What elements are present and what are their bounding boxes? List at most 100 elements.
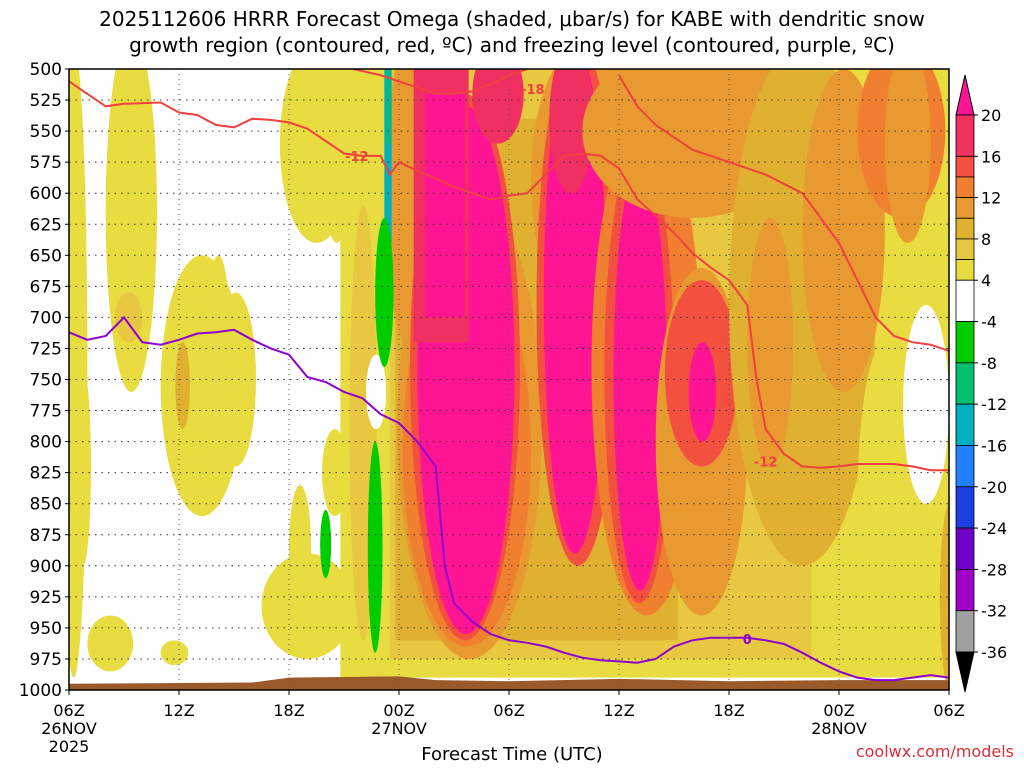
omega-cell xyxy=(261,553,354,659)
y-tick-label: 950 xyxy=(30,619,62,639)
y-tick-label: 650 xyxy=(30,246,62,266)
colorbar-bin xyxy=(955,238,975,260)
isotherm-label: -12 xyxy=(345,150,369,165)
x-tick-date-label: 28NOV xyxy=(811,719,867,738)
dgz-isotherm-line xyxy=(352,69,528,95)
y-tick-label: 875 xyxy=(30,526,62,546)
colorbar-bin xyxy=(955,176,975,199)
y-tick-label: 800 xyxy=(30,433,62,453)
colorbar-tick-label: -36 xyxy=(981,643,1007,662)
colorbar-bin xyxy=(955,527,975,570)
y-tick-label: 825 xyxy=(30,464,62,484)
colorbar-bin xyxy=(955,568,975,612)
isotherm-label: -12 xyxy=(754,455,778,470)
dgz-isotherm-line xyxy=(618,74,949,352)
colorbar-tick-label: -12 xyxy=(981,395,1007,414)
axes: 500 525 550 575 600 625 650 675 700 725 750 775 800 8… xyxy=(19,60,965,756)
y-tick-label: 900 xyxy=(30,557,62,577)
y-tick-label: 775 xyxy=(30,402,62,422)
colorbar-bin xyxy=(955,651,975,693)
y-tick-label: 550 xyxy=(30,122,62,142)
y-tick-label: 925 xyxy=(30,588,62,608)
chart-title-line-1: 2025112606 HRRR Forecast Omega (shaded, … xyxy=(99,7,925,31)
colorbar-tick-label: -4 xyxy=(981,313,997,332)
y-tick-label: 725 xyxy=(30,339,62,359)
omega-cell xyxy=(87,615,134,672)
omega-cell xyxy=(160,640,189,666)
colorbar-bin xyxy=(955,114,975,157)
colorbar-bin xyxy=(955,279,975,322)
colorbar-tick-label: -32 xyxy=(981,602,1007,621)
freezing-level-line xyxy=(69,315,949,682)
omega-cell xyxy=(747,218,794,467)
y-tick-label: 700 xyxy=(30,308,62,328)
x-tick-label: 12Z xyxy=(603,701,634,720)
omega-cell xyxy=(884,69,931,243)
omega-cell xyxy=(384,69,392,243)
y-tick-label: 675 xyxy=(30,277,62,297)
colorbar-bin xyxy=(955,259,975,281)
x-tick-label: 06Z xyxy=(53,701,84,720)
omega-cell xyxy=(549,69,594,194)
colorbar-bin xyxy=(955,197,975,219)
omega-cell xyxy=(69,69,88,678)
isotherm-label: -18 xyxy=(521,83,545,98)
freezing-level-label: 0 xyxy=(743,633,752,648)
omega-cell xyxy=(857,342,913,666)
colorbar-bin xyxy=(955,445,975,488)
y-tick-label: 750 xyxy=(30,371,62,391)
colorbar-bin xyxy=(955,486,975,529)
x-tick-date-label: 26NOV xyxy=(41,719,97,738)
colorbar-bin xyxy=(955,217,975,240)
y-tick-label: 525 xyxy=(30,91,62,111)
colorbar-tick-label: 12 xyxy=(981,189,1001,208)
colorbar-tick-label: 16 xyxy=(981,147,1001,166)
omega-cell xyxy=(175,342,191,430)
x-tick-label: 18Z xyxy=(273,701,304,720)
colorbar-tick-label: 20 xyxy=(981,106,1001,125)
colorbar-bin xyxy=(955,155,975,178)
credit-link[interactable]: coolwx.com/models xyxy=(855,742,1014,761)
colorbar-bin xyxy=(955,362,975,405)
x-tick-label: 12Z xyxy=(163,701,194,720)
x-tick-label: 06Z xyxy=(493,701,524,720)
ground-terrain xyxy=(69,676,949,690)
omega-cell xyxy=(424,93,465,318)
colorbar-tick-label: -28 xyxy=(981,560,1007,579)
omega-cell xyxy=(903,304,949,504)
omega-cell xyxy=(74,367,91,566)
chart-title-line-2: growth region (contoured, red, ºC) and f… xyxy=(129,33,895,57)
y-tick-label: 625 xyxy=(30,215,62,235)
omega-cell xyxy=(472,69,524,144)
colorbar-bin xyxy=(955,74,975,116)
colorbar-tick-label: 8 xyxy=(981,230,991,249)
omega-cell xyxy=(387,69,391,144)
omega-cell xyxy=(375,218,394,368)
y-tick-label: 600 xyxy=(30,184,62,204)
x-tick-label: 00Z xyxy=(383,701,414,720)
y-tick-label: 575 xyxy=(30,153,62,173)
x-tick-date-label: 27NOV xyxy=(371,719,427,738)
omega-cell xyxy=(688,342,717,442)
colorbar-tick-label: -24 xyxy=(981,519,1007,538)
colorbar-tick-label: 4 xyxy=(981,271,991,290)
y-tick-label: 850 xyxy=(30,495,62,515)
x-tick-label: 00Z xyxy=(823,701,854,720)
colorbar-tick-label: -8 xyxy=(981,354,997,373)
x-axis-label: Forecast Time (UTC) xyxy=(421,744,603,765)
colorbar-tick-label: -16 xyxy=(981,436,1007,455)
y-tick-label: 975 xyxy=(30,650,62,670)
omega-shading xyxy=(69,69,949,690)
colorbar: 20 16 12 8 4 -4 -8 -12 -16 -20 -24 -28 -32 -36 xyxy=(955,74,1007,693)
y-tick-label: 1000 xyxy=(19,681,62,701)
x-tick-label: 18Z xyxy=(713,701,744,720)
colorbar-bin xyxy=(955,321,975,364)
colorbar-tick-label: -20 xyxy=(981,478,1007,497)
omega-cell xyxy=(543,69,607,554)
contours: -12 -18 -12 0 xyxy=(69,69,949,682)
colorbar-bin xyxy=(955,610,975,653)
dgz-isotherm-line xyxy=(69,80,949,472)
omega-cell xyxy=(367,441,383,653)
omega-cell xyxy=(320,509,332,579)
